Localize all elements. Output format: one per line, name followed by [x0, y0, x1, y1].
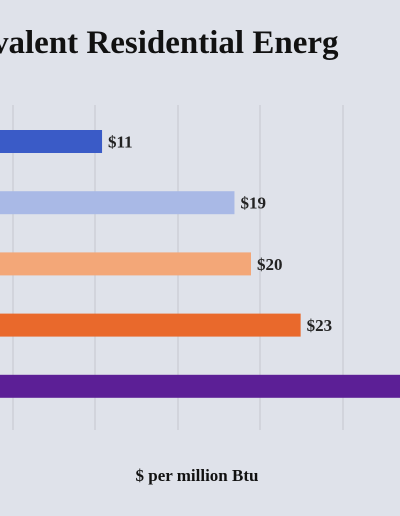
bar-value-label: $11 [108, 133, 133, 152]
bar [0, 374, 400, 398]
chart-title: valent Residential Energ [0, 25, 339, 61]
bar-value-label: $19 [240, 194, 266, 213]
bar [0, 252, 251, 276]
bar [0, 313, 301, 337]
bar [0, 191, 235, 215]
data-labels: $11 $19 $20 $23 [108, 133, 332, 336]
x-axis-label: $ per million Btu [135, 466, 259, 485]
bar-value-label: $23 [307, 316, 333, 335]
bars [0, 130, 400, 398]
bar-value-label: $20 [257, 255, 283, 274]
bar [0, 130, 103, 153]
